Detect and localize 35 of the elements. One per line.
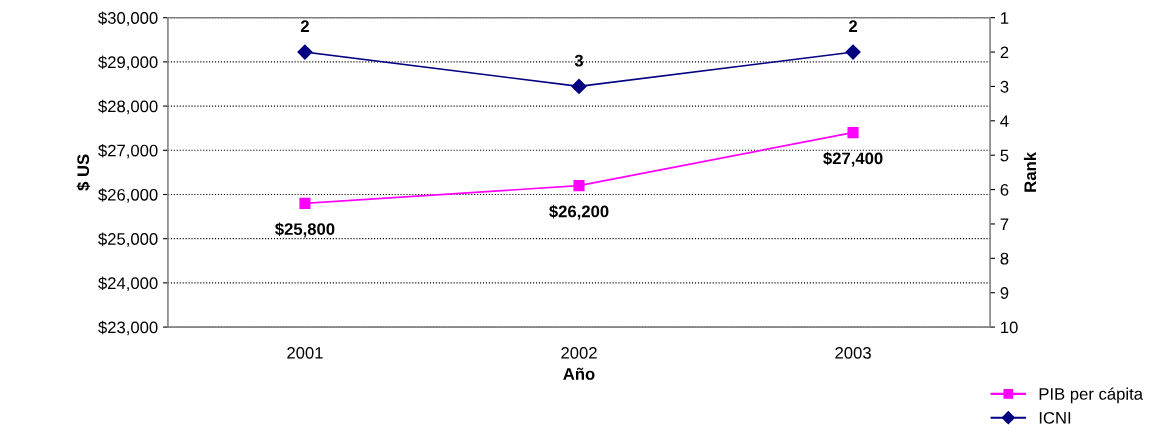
point [573,180,585,192]
y2-tick-label: 8 [1000,252,1009,265]
y-tick-label: $29,000 [98,55,158,71]
data-label: 2 [849,20,858,32]
point [299,197,311,209]
y-tick-label: $26,000 [98,188,158,203]
x-tick-label: 2002 [561,346,597,359]
y-tick-label: $30,000 [98,11,158,26]
y-tick-label: $24,000 [98,276,158,292]
data-label: 2 [300,20,309,32]
y2-tick-label: 4 [1000,115,1009,127]
y-tick-label: $28,000 [98,99,158,115]
data-label: $25,800 [275,222,335,238]
legend-label: PIB per cápita [1039,387,1143,404]
y-tick-label: $27,000 [98,143,158,159]
data-label: $26,200 [549,204,609,220]
x-axis-title: Año [563,367,595,380]
y2-tick-label: 2 [1000,46,1009,59]
x-tick-label: 2001 [287,346,323,359]
legend-label: ICNI [1039,411,1071,424]
x-tick-label: 2003 [835,346,871,359]
y2-tick-label: 3 [1000,80,1009,93]
y2-tick-label: 1 [1001,12,1009,24]
y2-tick-label: 9 [1000,287,1009,299]
y2-tick-label: 7 [1000,218,1009,230]
data-label: $27,400 [823,151,883,167]
y2-tick-label: 5 [1000,149,1009,162]
y-axis-title: $ US [76,154,91,191]
y-tick-label: $25,000 [98,232,158,247]
y2-tick-label: 10 [1001,321,1018,334]
point [847,127,859,139]
y2-tick-label: 6 [1000,183,1009,196]
data-label: 3 [574,54,584,67]
y2-axis-title: Rank [1023,151,1037,192]
y-tick-label: $23,000 [98,320,158,336]
